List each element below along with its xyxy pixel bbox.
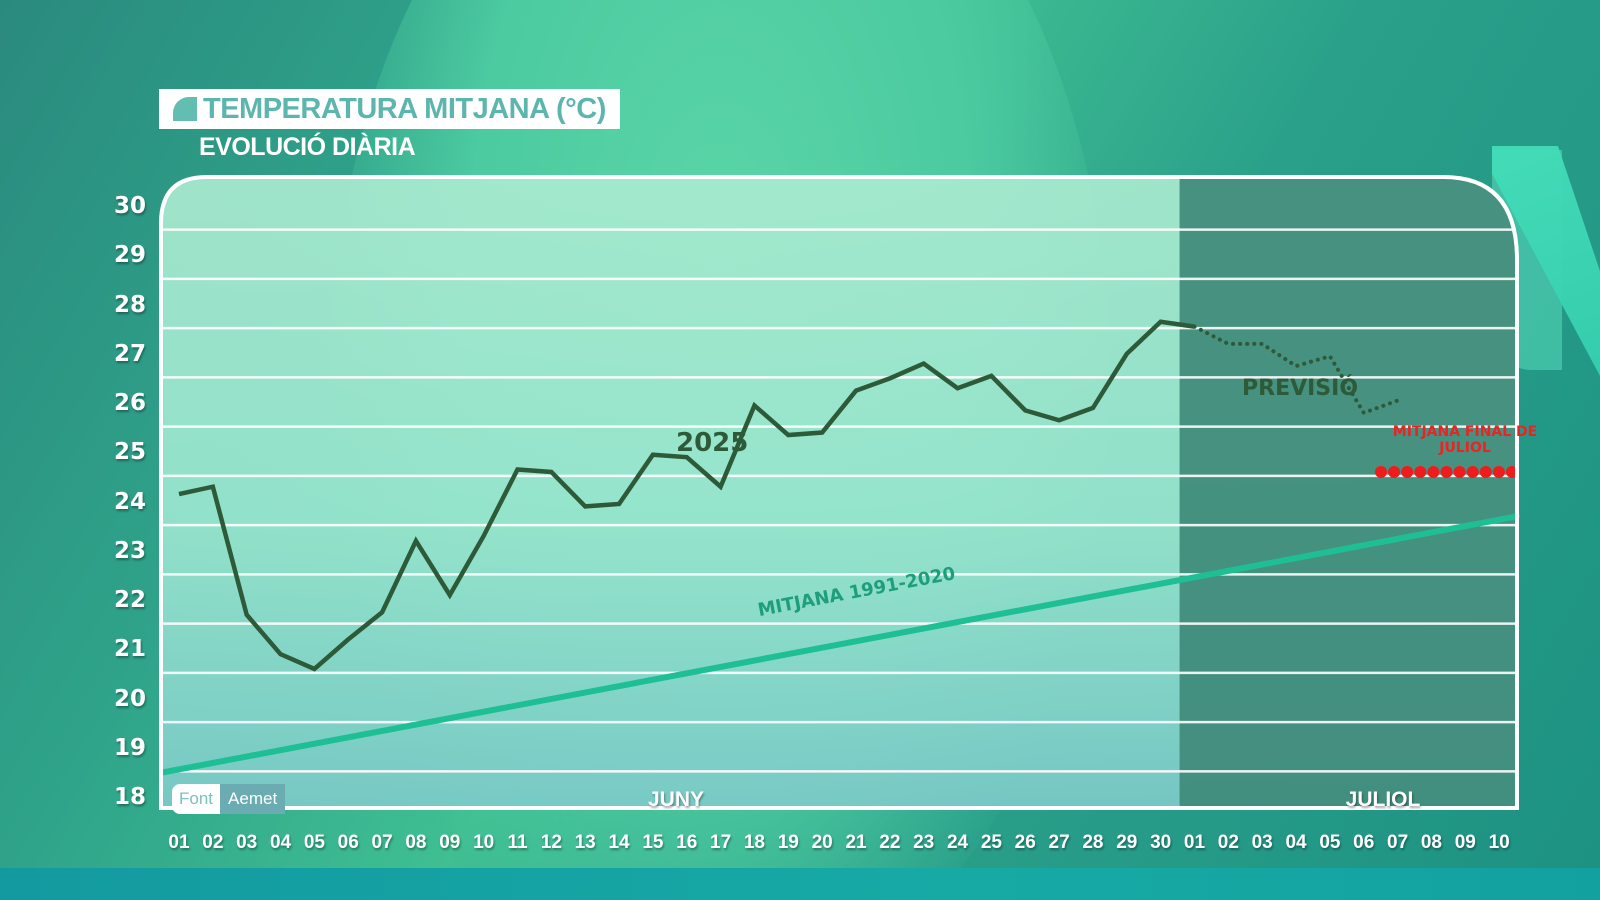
source-badge: Font Aemet [172,784,286,814]
x-tick-label: 05 [1319,832,1341,853]
x-tick-label: 24 [946,832,969,853]
month-label-june: JUNY [647,788,705,811]
x-tick-label: 17 [710,832,732,853]
july-final-mean-dot [1388,465,1401,478]
y-tick-label: 19 [113,734,146,761]
x-tick-label: 29 [1116,832,1138,853]
x-tick-label: 10 [473,832,495,853]
july-final-mean-dot [1492,465,1505,478]
series-2025-line [178,319,1195,672]
july-final-mean-dot [1466,465,1479,478]
x-tick-label: 02 [202,832,224,853]
x-tick-label: 07 [371,832,393,853]
y-tick-label: 26 [113,390,146,416]
x-tick-label: 26 [1014,832,1036,853]
july-final-mean-dot [1440,465,1453,478]
x-tick-label: 13 [574,832,596,853]
x-tick-label: 06 [1353,832,1375,853]
x-tick-label: 19 [777,832,799,853]
plot-frame [159,175,1519,810]
july-final-mean-label: MITJANA FINAL DE JULIOL [1392,424,1538,456]
x-tick-label: 07 [1387,832,1409,853]
x-tick-label: 20 [811,832,833,853]
y-tick-label: 24 [113,488,146,515]
x-tick-label: 09 [439,832,461,853]
x-tick-label: 10 [1488,832,1510,853]
series-label-2025: 2025 [676,428,749,458]
x-tick-label: 25 [980,832,1002,853]
y-tick-label: 27 [113,340,146,367]
x-tick-label: 05 [303,832,325,853]
y-tick-label: 30 [113,193,146,219]
x-tick-label: 08 [1420,832,1443,853]
x-tick-label: 30 [1150,832,1172,853]
x-tick-label: 09 [1454,832,1476,853]
plot-area [161,177,1517,808]
x-tick-label: 01 [168,832,190,853]
x-tick-label: 15 [642,832,664,853]
x-tick-label: 18 [743,832,766,853]
july-final-mean-dot [1479,465,1492,478]
y-tick-label: 20 [113,685,146,712]
x-tick-label: 04 [269,832,292,853]
x-tick-label: 03 [1251,832,1273,853]
x-tick-label: 11 [507,832,528,853]
y-tick-label: 22 [113,587,146,613]
month-label-july: JULIOL [1345,788,1421,811]
x-tick-label: 03 [236,832,258,853]
y-tick-label: 25 [113,439,146,466]
x-tick-label: 12 [540,832,562,853]
x-tick-label: 23 [913,832,935,853]
x-tick-label: 02 [1217,832,1239,853]
x-tick-label: 08 [405,832,427,853]
x-tick-label: 16 [676,832,698,853]
title-tab-icon [173,97,197,121]
x-tick-label: 06 [337,832,359,853]
x-tick-label: 21 [845,832,867,853]
climatology-line [160,513,1520,776]
july-final-mean-dot [1427,465,1440,478]
x-tick-label: 22 [879,832,901,853]
chart-subtitle: EVOLUCIÓ DIÀRIA [199,133,416,161]
x-tick-label: 28 [1082,832,1104,853]
x-tick-label: 27 [1048,832,1070,853]
source-value: Aemet [220,784,286,814]
forecast-label: PREVISIÓ [1242,376,1359,401]
y-tick-label: 18 [113,784,146,810]
bottom-strip [0,868,1600,900]
x-tick-label: 14 [608,832,630,853]
july-final-mean-dot [1414,465,1427,478]
forecast-region [1179,177,1517,808]
x-tick-label: 04 [1285,832,1307,853]
july-final-mean-dot [1401,465,1414,478]
y-tick-label: 28 [113,291,146,318]
forecast-dotted-line [1192,324,1400,416]
source-label: Font [172,784,221,814]
july-final-mean-dot [1375,465,1387,478]
y-tick-label: 23 [113,537,146,564]
x-tick-label: 01 [1183,832,1206,853]
chart-title-box: TEMPERATURA MITJANA (°C) [159,89,620,129]
july-final-mean-dot [1453,465,1466,478]
chart-title: TEMPERATURA MITJANA (°C) [203,92,606,125]
y-tick-label: 21 [113,636,146,663]
y-tick-label: 29 [113,242,146,269]
